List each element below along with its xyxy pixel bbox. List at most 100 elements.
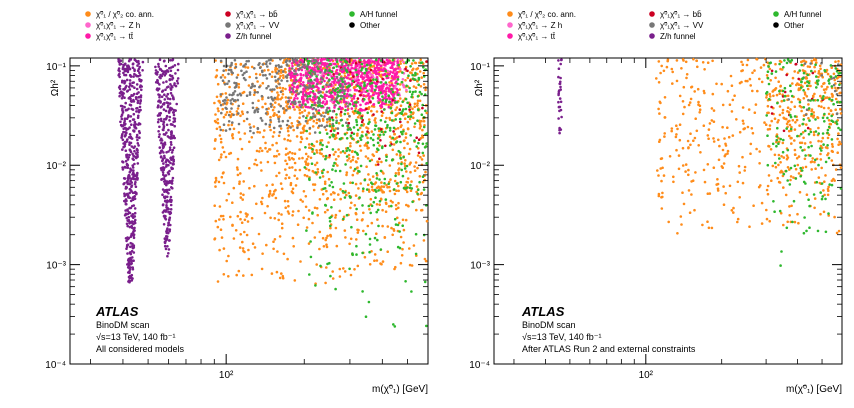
- scatter-point: [839, 166, 843, 169]
- scatter-point: [833, 78, 836, 82]
- scatter-point: [281, 274, 285, 278]
- scatter-point: [245, 70, 248, 73]
- scatter-point: [325, 124, 329, 127]
- scatter-point: [326, 170, 330, 174]
- scatter-point: [285, 59, 289, 62]
- scatter-point: [717, 138, 720, 142]
- scatter-point: [321, 175, 325, 178]
- scatter-point: [342, 217, 345, 221]
- scatter-point: [423, 257, 427, 261]
- scatter-point: [361, 218, 364, 221]
- scatter-point: [222, 150, 226, 154]
- scatter-point: [366, 157, 370, 160]
- scatter-point: [334, 127, 338, 130]
- scatter-point: [384, 201, 388, 205]
- scatter-point: [296, 97, 299, 100]
- scatter-point: [696, 65, 699, 69]
- scatter-point: [242, 119, 246, 123]
- scatter-point: [324, 238, 328, 242]
- scatter-point: [658, 140, 661, 143]
- scatter-point: [128, 79, 132, 82]
- scatter-point: [380, 181, 383, 184]
- scatter-point: [822, 95, 825, 98]
- scatter-point: [395, 153, 399, 156]
- scatter-point: [235, 110, 239, 113]
- scatter-point: [805, 95, 809, 98]
- scatter-point: [304, 152, 308, 156]
- scatter-point: [279, 127, 283, 130]
- scatter-point: [812, 95, 815, 99]
- legend-label: χ̃⁰₁χ̃⁰₁ → VV: [236, 21, 280, 30]
- scatter-point: [786, 220, 789, 224]
- scatter-point: [832, 102, 835, 106]
- scatter-point: [273, 75, 277, 79]
- scatter-point: [703, 68, 706, 71]
- scatter-point: [396, 67, 400, 70]
- scatter-point: [140, 88, 143, 92]
- scatter-point: [823, 112, 826, 116]
- scatter-point: [408, 108, 411, 111]
- scatter-point: [366, 183, 370, 187]
- scatter-point: [799, 166, 802, 170]
- scatter-point: [303, 109, 307, 112]
- scatter-point: [829, 75, 833, 78]
- scatter-point: [692, 57, 695, 61]
- scatter-point: [786, 110, 789, 113]
- scatter-point: [258, 62, 261, 65]
- scatter-point: [342, 267, 345, 270]
- scatter-point: [657, 107, 660, 111]
- scatter-point: [702, 89, 706, 93]
- scatter-point: [557, 105, 561, 109]
- scatter-point: [778, 59, 782, 63]
- scatter-point: [301, 156, 304, 160]
- scatter-point: [375, 82, 378, 85]
- scatter-point: [355, 79, 358, 83]
- scatter-point: [423, 146, 427, 149]
- scatter-point: [352, 97, 356, 100]
- scatter-point: [270, 75, 274, 78]
- scatter-point: [376, 160, 379, 163]
- scatter-point: [387, 182, 391, 186]
- scatter-point: [227, 79, 231, 83]
- scatter-point: [373, 259, 376, 263]
- scatter-point: [292, 128, 296, 132]
- scatter-point: [339, 95, 343, 98]
- scatter-point: [388, 72, 392, 76]
- scatter-point: [128, 222, 131, 225]
- scatter-point: [799, 132, 803, 136]
- scatter-point: [122, 177, 126, 180]
- scatter-point: [304, 119, 308, 123]
- scatter-point: [343, 229, 347, 232]
- scatter-point: [784, 169, 788, 173]
- scatter-point: [328, 184, 332, 187]
- scatter-point: [270, 272, 274, 275]
- scatter-point: [292, 158, 295, 161]
- scatter-point: [236, 107, 240, 110]
- scatter-point: [128, 126, 131, 129]
- scatter-point: [351, 181, 355, 185]
- scatter-point: [397, 162, 400, 165]
- scatter-point: [712, 140, 716, 143]
- scatter-point: [342, 182, 346, 185]
- scatter-point: [403, 167, 407, 170]
- scatter-point: [253, 67, 256, 70]
- scatter-point: [268, 72, 272, 76]
- scatter-point: [261, 252, 264, 255]
- scatter-point: [121, 107, 124, 111]
- scatter-point: [118, 84, 122, 88]
- scatter-point: [798, 100, 802, 104]
- scatter-point: [174, 72, 177, 75]
- scatter-point: [410, 62, 414, 65]
- scatter-point: [338, 267, 342, 271]
- scatter-point: [392, 84, 395, 88]
- scatter-point: [333, 62, 336, 66]
- scatter-point: [286, 138, 290, 142]
- scatter-point: [328, 109, 332, 113]
- scatter-point: [126, 258, 130, 262]
- scatter-point: [786, 179, 789, 182]
- scatter-point: [162, 162, 165, 165]
- scatter-point: [778, 113, 782, 117]
- scatter-point: [225, 101, 229, 104]
- scatter-point: [131, 81, 134, 85]
- scatter-point: [730, 84, 734, 87]
